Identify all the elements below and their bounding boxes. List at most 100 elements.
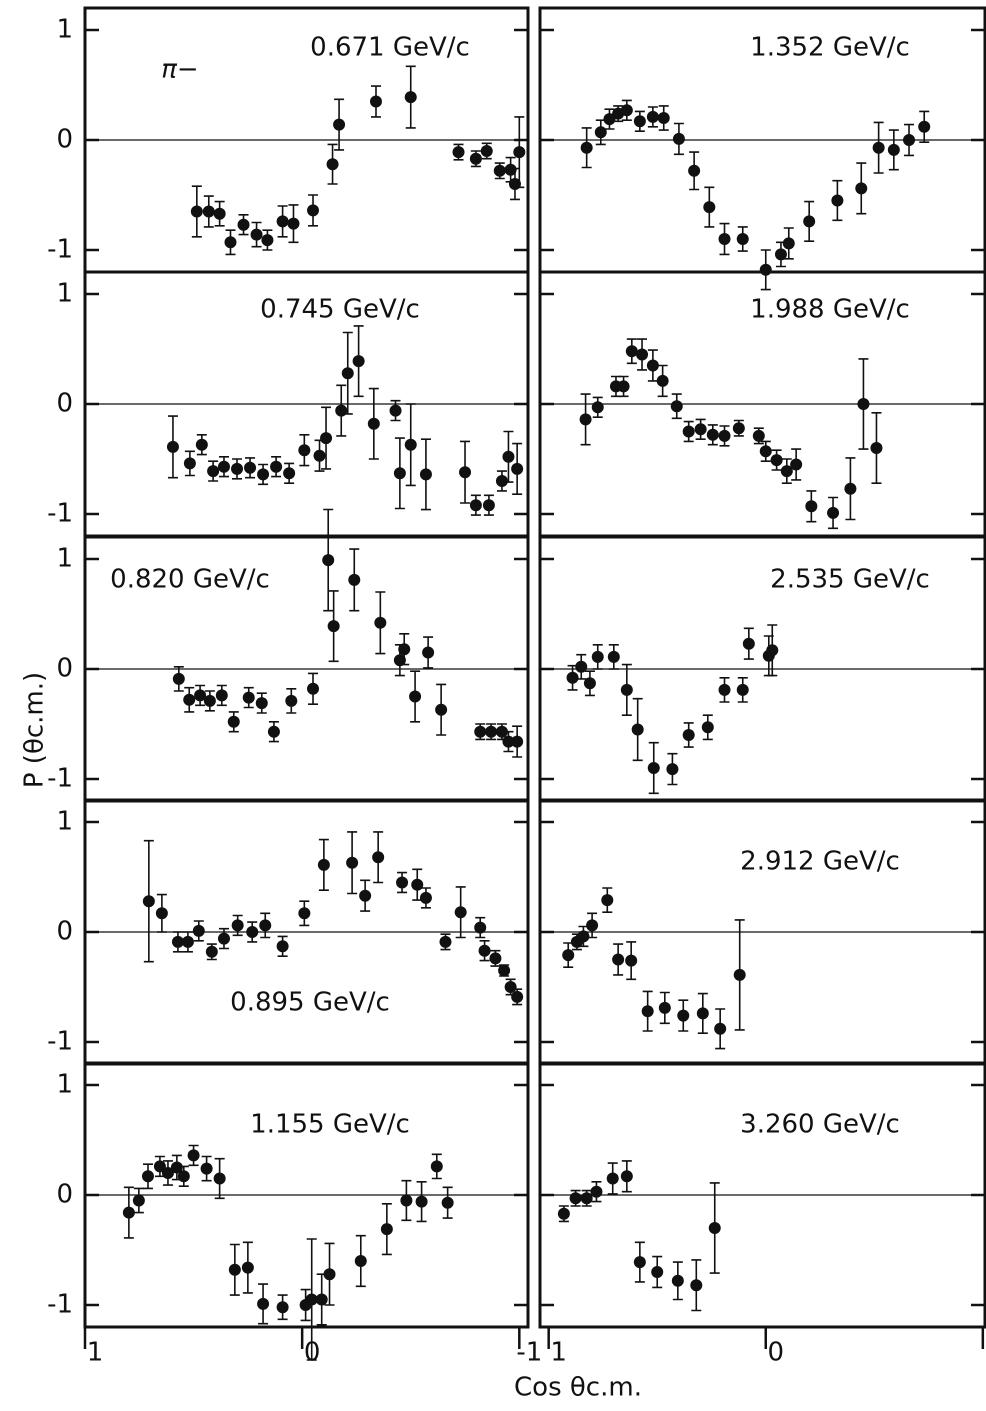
- data-point: [241, 1261, 254, 1274]
- data-point: [918, 120, 931, 133]
- data-point: [203, 694, 216, 707]
- data-point: [718, 233, 731, 245]
- data-point: [323, 1268, 336, 1281]
- data-point: [298, 907, 311, 920]
- data-point: [237, 218, 250, 231]
- data-point: [307, 682, 320, 695]
- y-tick-label: 0: [56, 917, 73, 947]
- data-point: [736, 683, 749, 696]
- data-point: [759, 263, 772, 276]
- data-point: [335, 404, 348, 417]
- data-point: [603, 113, 616, 126]
- data-point: [326, 158, 339, 171]
- data-point: [844, 482, 857, 495]
- data-point: [267, 725, 280, 738]
- data-point: [231, 919, 244, 932]
- data-point: [213, 207, 226, 220]
- y-tick-label: 1: [56, 544, 73, 574]
- data-point: [733, 968, 746, 981]
- panel-title: 1.352 GeV/c: [750, 33, 910, 63]
- data-point: [276, 940, 289, 953]
- y-tick-label: -1: [47, 764, 73, 794]
- x-tick-label: 1: [87, 1338, 104, 1368]
- data-point: [415, 1195, 428, 1208]
- data-point: [504, 981, 517, 993]
- data-point: [736, 233, 749, 245]
- data-point: [166, 440, 179, 453]
- annotation: π−: [161, 55, 198, 85]
- data-point: [646, 359, 659, 372]
- data-point: [586, 919, 599, 932]
- data-point: [903, 134, 916, 146]
- data-point: [690, 1279, 703, 1292]
- y-tick-label: 0: [56, 125, 73, 155]
- data-point: [688, 164, 701, 177]
- data-point: [322, 554, 335, 567]
- data-point: [706, 428, 719, 441]
- data-point: [142, 895, 155, 908]
- data-point: [666, 763, 679, 776]
- data-point: [872, 141, 885, 154]
- data-point: [307, 204, 320, 217]
- data-point: [170, 1161, 183, 1174]
- data-point: [231, 462, 244, 475]
- panel-title: 0.745 GeV/c: [260, 295, 420, 325]
- data-point: [620, 104, 633, 117]
- data-point: [718, 429, 731, 442]
- y-tick-label: -1: [47, 235, 73, 265]
- data-point: [803, 215, 816, 228]
- data-point: [770, 454, 783, 467]
- y-tick-label: -1: [47, 1290, 73, 1320]
- panel-title: 3.260 GeV/c: [740, 1110, 900, 1140]
- data-point: [181, 935, 194, 948]
- data-point: [261, 234, 274, 247]
- data-point: [575, 660, 588, 673]
- data-point: [511, 990, 524, 1003]
- data-point: [498, 964, 511, 977]
- panel-title: 0.671 GeV/c: [310, 33, 470, 63]
- data-point: [202, 205, 215, 218]
- data-point: [257, 468, 270, 481]
- data-point: [287, 217, 300, 230]
- data-point: [633, 1256, 646, 1269]
- data-point: [224, 236, 237, 249]
- x-tick-label: 0: [767, 1338, 784, 1368]
- data-point: [354, 1255, 367, 1267]
- data-point: [651, 1266, 664, 1278]
- data-point: [283, 467, 296, 480]
- data-point: [583, 677, 596, 690]
- data-point: [469, 499, 482, 512]
- data-point: [250, 228, 263, 241]
- data-point: [393, 654, 406, 667]
- data-point: [359, 889, 372, 902]
- data-point: [469, 152, 482, 165]
- data-point: [502, 735, 515, 748]
- data-point: [259, 919, 272, 932]
- data-point: [409, 690, 422, 703]
- data-point: [870, 442, 883, 454]
- data-point: [485, 725, 498, 738]
- data-point: [657, 112, 670, 124]
- y-axis-label: P (θc.m.): [20, 672, 50, 788]
- data-point: [504, 163, 517, 176]
- data-point: [672, 132, 685, 145]
- data-point: [474, 725, 487, 738]
- data-point: [620, 1170, 633, 1183]
- data-point: [327, 620, 340, 633]
- data-point: [569, 1192, 582, 1205]
- data-point: [257, 1297, 270, 1310]
- panel-title: 0.820 GeV/c: [110, 565, 270, 595]
- data-point: [396, 876, 409, 889]
- data-point: [480, 145, 493, 157]
- data-point: [474, 921, 487, 934]
- data-point: [601, 894, 614, 907]
- panel-title: 2.912 GeV/c: [740, 847, 900, 877]
- data-point: [677, 1009, 690, 1022]
- data-point: [372, 851, 385, 864]
- data-point: [122, 1206, 135, 1219]
- data-point: [671, 1274, 684, 1287]
- data-point: [658, 1001, 671, 1014]
- data-point: [590, 1185, 603, 1198]
- data-point: [346, 856, 359, 869]
